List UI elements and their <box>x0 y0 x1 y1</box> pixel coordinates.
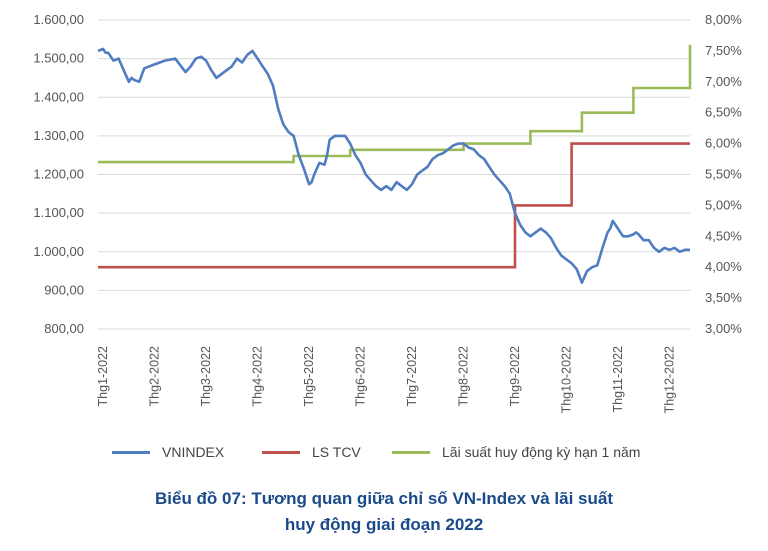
right-tick-label: 3,00% <box>705 321 742 336</box>
grid <box>98 19 690 330</box>
legend-item-lai-suat: Lãi suất huy động kỳ hạn 1 năm <box>392 440 640 464</box>
caption-line-1: Biểu đồ 07: Tương quan giữa chỉ số VN-In… <box>154 489 613 508</box>
chart-svg: 800,00 900,00 1.000,00 1.100,00 1.200,00 1.30… <box>33 12 742 413</box>
right-tick-label: 4,50% <box>705 228 742 243</box>
left-tick-label: 900,00 <box>44 282 84 297</box>
x-axis-ticks: Thg1-2022 Thg2-2022 Thg3-2022 Thg4-2022 Thg5… <box>96 346 676 413</box>
left-tick-label: 1.600,00 <box>33 12 84 27</box>
series-line-ls-tcv <box>98 142 690 269</box>
right-tick-label: 5,50% <box>705 167 742 182</box>
right-tick-label: 7,50% <box>705 43 742 58</box>
legend-label-lai-suat: Lãi suất huy động kỳ hạn 1 năm <box>442 444 641 460</box>
series-layer <box>97 44 692 284</box>
series-line-lai-suat <box>98 44 692 164</box>
caption-line-2: huy động giai đoạn 2022 <box>284 515 484 534</box>
x-tick-label: Thg7-2022 <box>405 346 419 407</box>
left-tick-label: 1.000,00 <box>33 244 84 259</box>
x-tick-label: Thg11-2022 <box>611 346 625 413</box>
x-tick-label: Thg3-2022 <box>199 346 213 407</box>
x-tick-label: Thg1-2022 <box>96 346 110 407</box>
x-tick-label: Thg9-2022 <box>508 346 522 407</box>
x-tick-label: Thg2-2022 <box>148 346 162 407</box>
right-tick-label: 8,00% <box>705 12 742 27</box>
legend-swatch-ls-tcv <box>262 450 300 454</box>
right-axis-ticks: 3,00% 3,50% 4,00% 4,50% 5,00% 5,50% 6,00% 6,50%… <box>705 12 742 336</box>
legend-swatch-vnindex <box>112 450 150 454</box>
series-line-vnindex <box>97 47 690 284</box>
x-tick-label: Thg12-2022 <box>662 346 676 413</box>
x-tick-label: Thg5-2022 <box>302 346 316 407</box>
x-tick-label: Thg10-2022 <box>559 346 573 413</box>
left-tick-label: 1.300,00 <box>33 128 84 143</box>
right-tick-label: 4,00% <box>705 259 742 274</box>
legend-item-ls-tcv: LS TCV <box>262 440 361 464</box>
x-tick-label: Thg8-2022 <box>456 346 470 407</box>
left-tick-label: 1.100,00 <box>33 205 84 220</box>
right-tick-label: 5,00% <box>705 197 742 212</box>
left-tick-label: 800,00 <box>44 321 84 336</box>
left-tick-label: 1.200,00 <box>33 167 84 182</box>
legend-item-vnindex: VNINDEX <box>112 440 224 464</box>
legend-label-ls-tcv: LS TCV <box>312 444 361 460</box>
left-tick-label: 1.400,00 <box>33 89 84 104</box>
right-tick-label: 7,00% <box>705 74 742 89</box>
legend-swatch-lai-suat <box>392 450 430 454</box>
legend-label-vnindex: VNINDEX <box>162 444 225 460</box>
legend: VNINDEX LS TCV Lãi suất huy động kỳ hạn … <box>0 440 768 464</box>
chart-caption: Biểu đồ 07: Tương quan giữa chỉ số VN-In… <box>0 486 768 538</box>
right-tick-label: 6,00% <box>705 136 742 151</box>
x-tick-label: Thg4-2022 <box>251 346 265 407</box>
x-tick-label: Thg6-2022 <box>354 346 368 407</box>
right-tick-label: 3,50% <box>705 290 742 305</box>
left-tick-label: 1.500,00 <box>33 51 84 66</box>
left-axis-ticks: 800,00 900,00 1.000,00 1.100,00 1.200,00 1.30… <box>33 12 84 336</box>
right-tick-label: 6,50% <box>705 105 742 120</box>
